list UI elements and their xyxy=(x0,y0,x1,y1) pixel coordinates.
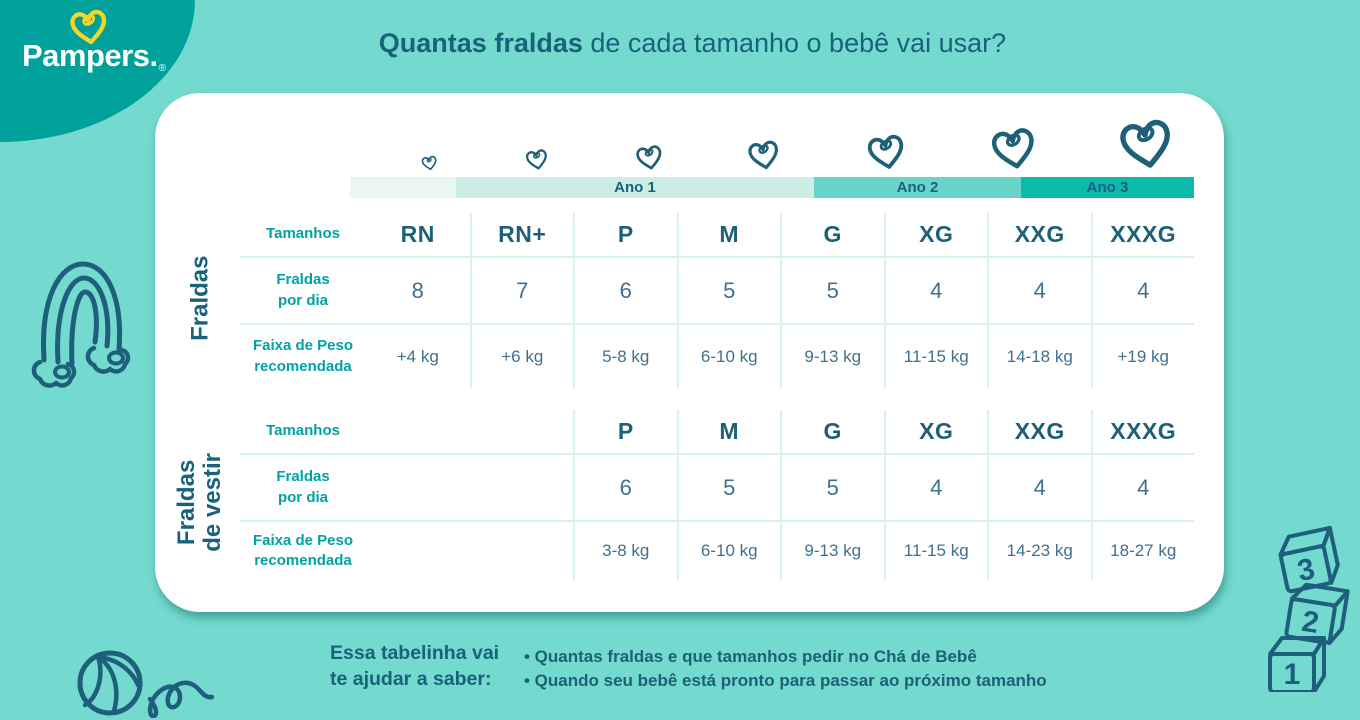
empty-cell xyxy=(366,410,573,455)
size-header: RN xyxy=(366,213,470,258)
row-label-fraldas-por-dia: Fraldas por dia xyxy=(240,455,366,522)
weight-value: +19 kg xyxy=(1090,325,1195,388)
row-label-fraldas-por-dia: Fraldas por dia xyxy=(240,258,366,325)
weight-value: 6-10 kg xyxy=(676,325,781,388)
pampers-heart-icon xyxy=(1114,112,1180,175)
weight-value: 14-23 kg xyxy=(987,522,1091,580)
per-day-value: 5 xyxy=(676,455,780,522)
size-header: XXG xyxy=(987,213,1091,258)
pampers-logo-text: Pampers.® xyxy=(22,38,166,74)
weight-value: 18-27 kg xyxy=(1090,522,1195,580)
per-day-value: 4 xyxy=(1090,455,1194,522)
size-header: G xyxy=(780,213,884,258)
footer-lead-text: Essa tabelinha vai te ajudar a saber: xyxy=(330,642,500,690)
weight-value: 3-8 kg xyxy=(573,522,677,580)
rainbow-doodle-icon xyxy=(31,261,131,388)
footer-bullet: • Quantas fraldas e que tamanhos pedir n… xyxy=(524,647,977,666)
size-header: XXXG xyxy=(1090,410,1194,455)
pampers-heart-icon xyxy=(421,155,438,172)
per-day-value: 4 xyxy=(987,455,1091,522)
timeline-segment-ano2: Ano 2 xyxy=(814,177,1021,198)
logo-wordmark: Pampers. xyxy=(22,38,158,73)
pampers-heart-icon xyxy=(747,139,781,172)
size-header: RN+ xyxy=(469,213,573,258)
weight-value: +4 kg xyxy=(396,346,439,366)
per-day-value: 5 xyxy=(780,258,884,325)
per-day-value: 4 xyxy=(883,455,987,522)
per-day-value: 4 xyxy=(1090,258,1194,325)
group-label-fraldas-de-vestir: Fraldas de vestir xyxy=(172,453,226,552)
weight-value: 11-15 kg xyxy=(883,325,988,388)
per-day-value: 4 xyxy=(987,258,1091,325)
table-fraldas-de-vestir: Tamanhos P M G XG XXG XXXG Fraldas por d… xyxy=(240,410,1194,580)
timeline-segment-ano3: Ano 3 xyxy=(1021,177,1194,198)
footer-bullet: • Quando seu bebê está pronto para passa… xyxy=(524,670,1047,690)
pampers-logo-heart-icon xyxy=(70,9,107,45)
year-timeline-bar: Ano 1 Ano 2 Ano 3 xyxy=(350,177,1194,198)
registered-mark: ® xyxy=(158,63,166,74)
weight-value: 6-10 kg xyxy=(676,522,781,580)
empty-cell xyxy=(366,455,573,522)
size-header: XXXG xyxy=(1090,213,1194,258)
size-header: P xyxy=(573,410,677,455)
row-label-tamanhos: Tamanhos xyxy=(240,213,366,258)
per-day-value: 7 xyxy=(469,258,573,325)
footer-bullet-list: • Quantas fraldas e que tamanhos pedir n… xyxy=(524,645,1047,693)
block-number: 1 xyxy=(1284,658,1301,691)
group-label-fraldas: Fraldas xyxy=(186,255,214,341)
size-header: G xyxy=(780,410,884,455)
weight-value: 9-13 kg xyxy=(780,325,884,388)
per-day-value: 4 xyxy=(883,258,987,325)
weight-value: +6 kg xyxy=(469,325,574,388)
timeline-segment-ano1: Ano 1 xyxy=(456,177,814,198)
pampers-heart-icon xyxy=(525,148,549,172)
table-fraldas: Tamanhos RN RN+ P M G XG XXG XXXG Fralda… xyxy=(240,213,1194,388)
size-header: XXG xyxy=(987,410,1091,455)
per-day-value: 5 xyxy=(676,258,780,325)
weight-value: 14-18 kg xyxy=(987,325,1091,388)
pampers-heart-icon xyxy=(635,144,664,172)
weight-value: 5-8 kg xyxy=(573,325,677,388)
empty-cell xyxy=(366,522,573,580)
size-header: M xyxy=(676,213,780,258)
size-header: XG xyxy=(883,410,987,455)
ball-doodle-icon xyxy=(77,650,215,718)
size-header: XG xyxy=(883,213,987,258)
per-day-value: 6 xyxy=(573,258,677,325)
size-header: P xyxy=(573,213,677,258)
pampers-heart-icon xyxy=(986,122,1041,175)
row-label-tamanhos: Tamanhos xyxy=(240,410,366,455)
block-number: 3 xyxy=(1295,552,1318,588)
pampers-logo: Pampers.® xyxy=(20,6,190,92)
row-label-faixa-de-peso: Faixa de Peso recomendada xyxy=(252,531,354,569)
page-title-bold: Quantas fraldas xyxy=(378,28,583,58)
per-day-value: 6 xyxy=(573,455,677,522)
per-day-value: 5 xyxy=(780,455,884,522)
per-day-value: 8 xyxy=(366,258,470,325)
page-title: Quantas fraldas de cada tamanho o bebê v… xyxy=(160,28,1225,59)
size-header: M xyxy=(676,410,780,455)
weight-value: 9-13 kg xyxy=(780,522,884,580)
blocks-321-doodle-icon: 3 2 1 xyxy=(1268,526,1350,692)
row-label-faixa-de-peso: Faixa de Peso recomendada xyxy=(252,337,354,375)
block-number: 2 xyxy=(1300,605,1322,640)
weight-value: 11-15 kg xyxy=(883,522,988,580)
pampers-heart-icon xyxy=(866,133,907,172)
page-title-rest: de cada tamanho o bebê vai usar? xyxy=(582,28,1007,58)
timeline-segment-newborn xyxy=(350,177,456,198)
